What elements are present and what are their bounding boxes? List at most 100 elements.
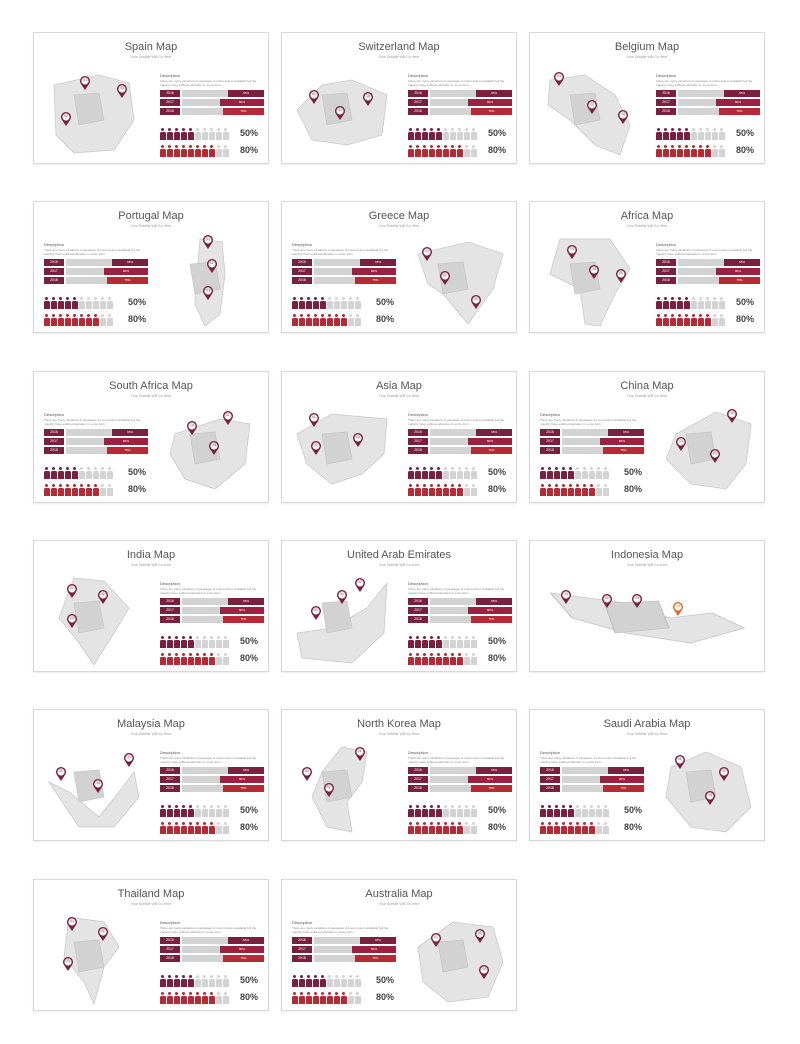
progress-fill: 65%	[724, 90, 760, 97]
slide-card[interactable]: Africa Map Your Subtitle Will Go Here 01 02…	[529, 201, 765, 333]
person-icon	[334, 314, 340, 326]
progress-fill: 65%	[228, 937, 264, 944]
person-icon	[663, 128, 669, 140]
progress-fill: 75%	[222, 108, 264, 115]
person-icon	[181, 653, 187, 665]
map-pin[interactable]: 02	[60, 111, 72, 127]
map-pin[interactable]: 03	[208, 440, 220, 455]
map-pin[interactable]: 03	[301, 766, 313, 781]
map-pin[interactable]: 02	[601, 593, 613, 608]
map-pin[interactable]: 01	[79, 75, 91, 90]
map-pin[interactable]: 03	[66, 613, 78, 628]
slide-card[interactable]: Spain Map Your Subtitle Will Go Here 01 03 0…	[33, 32, 269, 164]
map-pin[interactable]: 02	[323, 782, 335, 797]
map-pin[interactable]: 02	[310, 440, 322, 455]
map-pin[interactable]: 03	[615, 268, 627, 283]
map-pin[interactable]: 02	[206, 258, 218, 273]
person-icon	[596, 467, 602, 479]
map-pin[interactable]: 03	[116, 83, 128, 98]
map-pin[interactable]: 02	[726, 408, 738, 423]
slide-card[interactable]: China Map Your Subtitle Will Go Here 01 02 0…	[529, 371, 765, 503]
slide-card[interactable]: Saudi Arabia Map Your Subtitle Will Go He…	[529, 709, 765, 841]
people-row	[160, 805, 236, 817]
person-icon	[334, 992, 340, 1004]
progress-row: 2018 75%	[408, 785, 512, 792]
map-pin[interactable]: 01	[336, 589, 348, 604]
map-pin[interactable]: 03	[704, 790, 716, 805]
map-pin[interactable]: 01	[674, 754, 686, 769]
slide-card[interactable]: Belgium Map Your Subtitle Will Go Here 01 0…	[529, 32, 765, 164]
slide-card[interactable]: Thailand Map Your Subtitle Will Go Here 01…	[33, 879, 269, 1011]
map-pin[interactable]: 01	[66, 916, 78, 931]
person-icon	[160, 128, 166, 140]
slide-card[interactable]: Greece Map Your Subtitle Will Go Here 01 02…	[281, 201, 517, 333]
progress-row: 2018 75%	[292, 955, 396, 962]
slide-card[interactable]: North Korea Map Your Subtitle Will Go Her…	[281, 709, 517, 841]
person-icon	[450, 484, 456, 496]
map-pin[interactable]: 01	[186, 420, 198, 435]
map-pin[interactable]: 01	[560, 589, 572, 604]
person-icon	[327, 297, 333, 309]
person-icon	[202, 145, 208, 157]
person-icon	[554, 805, 560, 817]
map-pin[interactable]: 02	[97, 926, 109, 942]
map-pin[interactable]: 02	[474, 928, 486, 943]
map-pin[interactable]: 03	[352, 432, 364, 447]
slide-card[interactable]: United Arab Emirates Your Subtitle Will G…	[281, 540, 517, 672]
map-pin[interactable]: 01	[566, 244, 578, 259]
map-pin[interactable]: 02	[439, 270, 451, 285]
map-pin[interactable]: 01	[553, 71, 565, 87]
slide-card[interactable]: Indonesia Map Your Subtitle Will Go Here 0…	[529, 540, 765, 672]
map-pin[interactable]: 01	[123, 752, 135, 767]
map-pin[interactable]: 02	[588, 264, 600, 280]
map-pin[interactable]: 01	[354, 746, 366, 761]
person-icon	[568, 805, 574, 817]
map-pin[interactable]: 03	[62, 956, 74, 971]
map-shape	[292, 742, 392, 837]
progress-row: 2018 75%	[160, 108, 264, 115]
map-pin[interactable]: 03	[362, 91, 374, 106]
map-pin[interactable]: 01	[308, 412, 320, 427]
progress-row: 2016 65%	[44, 429, 148, 436]
map-pin[interactable]: 04	[672, 601, 684, 616]
map-pin[interactable]: 01	[421, 246, 433, 261]
map-pin[interactable]: 02	[718, 766, 730, 781]
slide-card[interactable]: Switzerland Map Your Subtitle Will Go Her…	[281, 32, 517, 164]
slide-title: Asia Map	[376, 380, 422, 392]
people-row	[408, 484, 484, 496]
person-icon	[705, 128, 711, 140]
map-pin[interactable]: 01	[308, 89, 320, 104]
map-pin[interactable]: 02	[92, 778, 104, 793]
person-icon	[195, 975, 201, 987]
pin-label: 01	[557, 74, 562, 79]
map-pin[interactable]: 03	[478, 964, 490, 979]
slide-card[interactable]: Malaysia Map Your Subtitle Will Go Here 03…	[33, 709, 269, 841]
map-pin[interactable]: 03	[631, 593, 643, 608]
pin-label: 03	[366, 93, 371, 98]
map-pin[interactable]: 03	[310, 605, 322, 620]
slide-card[interactable]: South Africa Map Your Subtitle Will Go He…	[33, 371, 269, 503]
pin-icon	[475, 929, 485, 943]
map-pin[interactable]: 01	[66, 583, 78, 598]
map-pin[interactable]: 02	[617, 109, 629, 124]
slide-card[interactable]: India Map Your Subtitle Will Go Here 01 02 0…	[33, 540, 269, 672]
map-pin[interactable]: 01	[202, 234, 214, 249]
map-pin[interactable]: 02	[334, 105, 346, 120]
slide-card[interactable]: Australia Map Your Subtitle Will Go Here 0…	[281, 879, 517, 1011]
map-pin[interactable]: 03	[470, 294, 482, 309]
map-pin[interactable]: 01	[430, 932, 442, 947]
map-pin[interactable]: 02	[222, 410, 234, 426]
map-pin[interactable]: 03	[586, 99, 598, 114]
slide-card[interactable]: Asia Map Your Subtitle Will Go Here 01 03 02…	[281, 371, 517, 503]
map-pin[interactable]: 02	[354, 577, 366, 592]
person-icon	[107, 314, 113, 326]
progress-track: 75%	[66, 277, 148, 284]
map-pin[interactable]: 03	[709, 448, 721, 463]
person-icon	[299, 297, 305, 309]
person-icon	[58, 297, 64, 309]
map-pin[interactable]: 03	[55, 766, 67, 781]
map-pin[interactable]: 01	[675, 436, 687, 451]
slide-card[interactable]: Portugal Map Your Subtitle Will Go Here 01…	[33, 201, 269, 333]
map-pin[interactable]: 02	[97, 589, 109, 604]
map-pin[interactable]: 03	[202, 285, 214, 301]
